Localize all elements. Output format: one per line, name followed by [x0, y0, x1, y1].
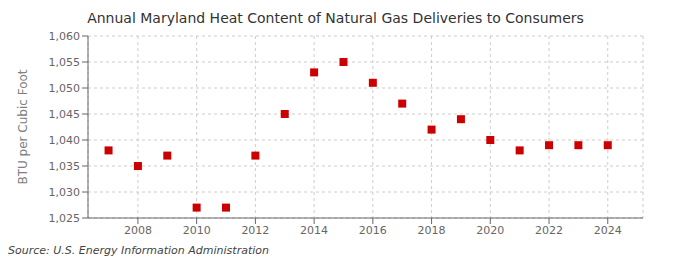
svg-text:2012: 2012 [241, 224, 269, 237]
svg-text:2008: 2008 [124, 224, 152, 237]
svg-text:2018: 2018 [418, 224, 446, 237]
svg-text:2024: 2024 [594, 224, 622, 237]
svg-text:2010: 2010 [183, 224, 211, 237]
svg-text:2020: 2020 [476, 224, 504, 237]
svg-text:1,035: 1,035 [49, 160, 81, 173]
svg-text:1,060: 1,060 [49, 30, 81, 43]
html-text:Annual Maryland Heat Content o: Annual Maryland Heat Content of Natural … [87, 10, 584, 26]
svg-text:2022: 2022 [535, 224, 563, 237]
svg-text:1,050: 1,050 [49, 82, 81, 95]
svg-text:1,040: 1,040 [49, 134, 81, 147]
html-text:Source: U.S. Energy Informatio: Source: U.S. Energy Information Administ… [8, 244, 269, 257]
svg-text:BTU per Cubic Foot: BTU per Cubic Foot [16, 69, 30, 184]
svg-text:2014: 2014 [300, 224, 328, 237]
svg-text:1,045: 1,045 [49, 108, 81, 121]
svg-text:1,025: 1,025 [49, 212, 81, 225]
svg-text:2016: 2016 [359, 224, 387, 237]
svg-text:1,055: 1,055 [49, 56, 81, 69]
svg-text:1,030: 1,030 [49, 186, 81, 199]
